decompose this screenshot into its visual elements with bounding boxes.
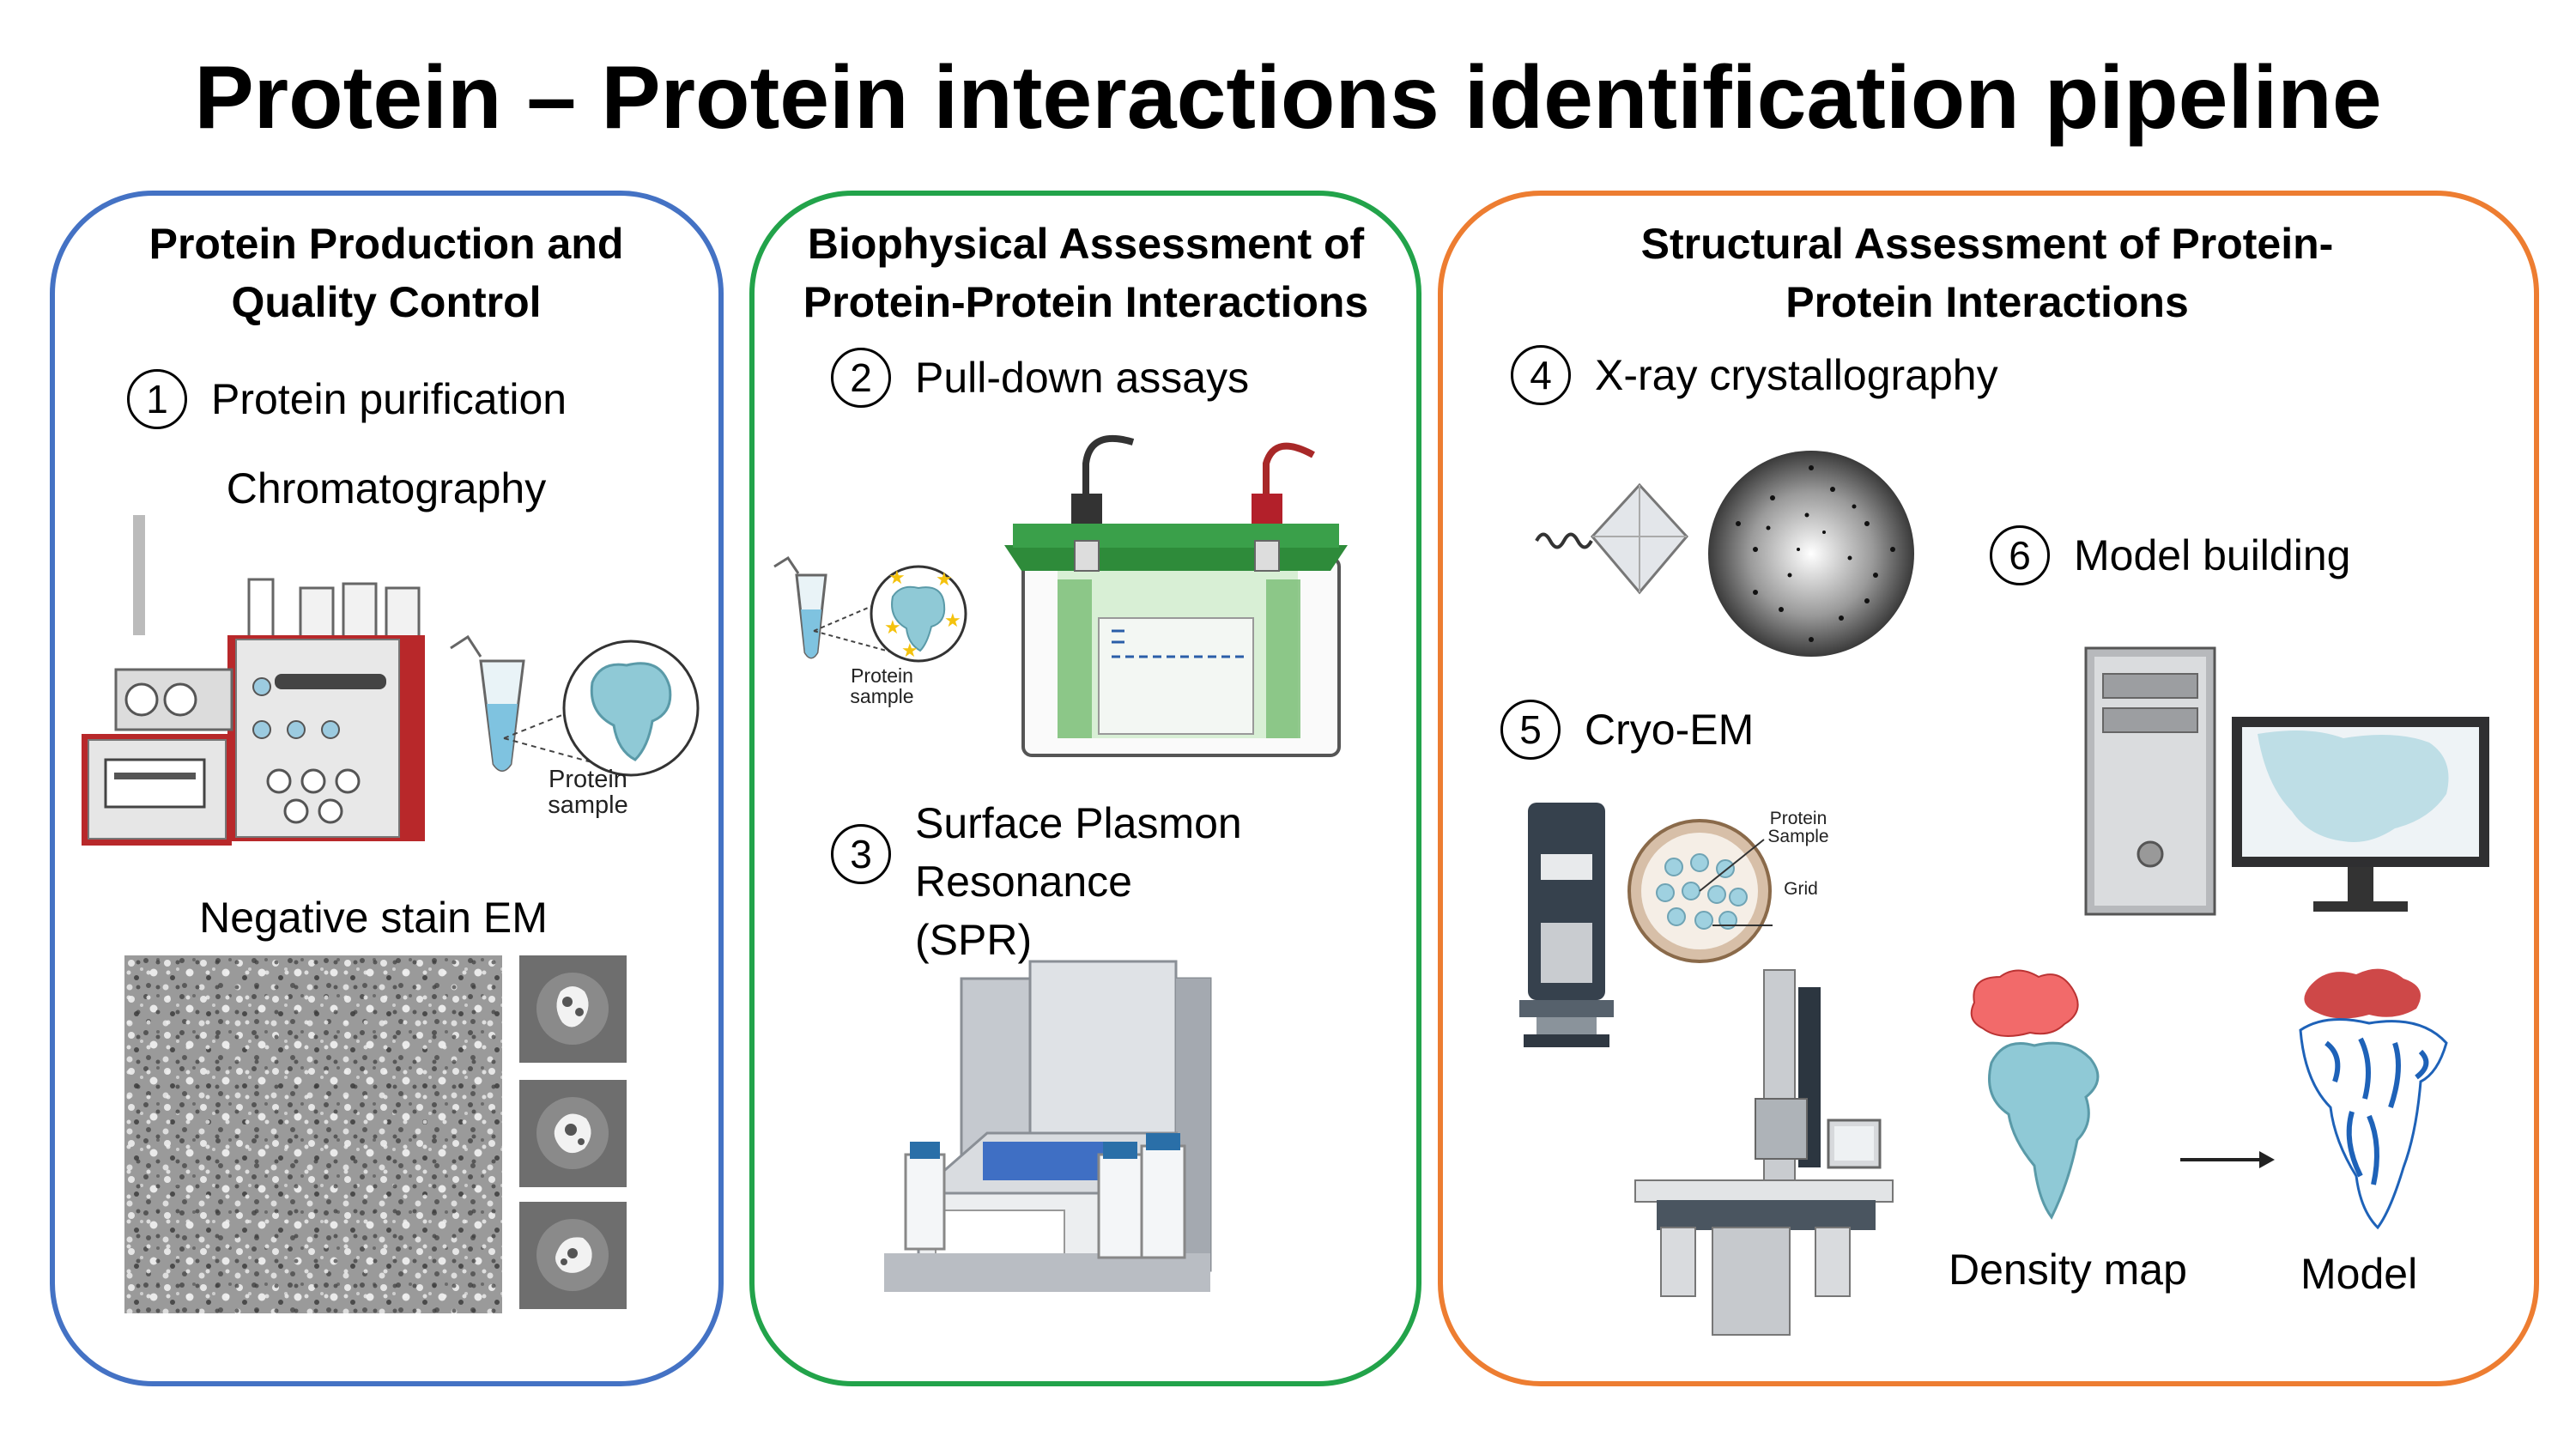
electron-microscope-illustration [1634,969,1894,1336]
step-5: 5 Cryo-EM [1500,700,1754,760]
step-6: 6 Model building [1990,525,2350,585]
svg-text:★: ★ [888,567,906,589]
panel-2-title: Biophysical Assessment of Protein-Protei… [803,220,1369,326]
step-1-number: 1 [127,369,187,429]
spr-instrument-illustration [884,960,1212,1292]
step-4: 4 X-ray crystallography [1511,345,1998,405]
protein-sample-label-1: Protein sample [548,766,628,819]
diffraction-pattern-illustration [1708,451,1914,657]
step-2: 2 Pull-down assays [831,348,1249,408]
pulldown-sample-illustration: ★ ★ ★ ★ ★ [773,555,967,663]
svg-text:★: ★ [901,640,918,662]
em-grid-illustration [1627,819,1773,963]
step-6-label: Model building [2074,531,2351,579]
model-label: Model [2300,1250,2418,1298]
step-5-number: 5 [1500,700,1561,760]
svg-text:★: ★ [884,617,901,639]
step-6-number: 6 [1990,525,2050,585]
step-4-label: X-ray crystallography [1595,351,1998,399]
protein-sample-label-2: Protein sample [850,664,914,707]
class-average-3 [519,1202,627,1309]
gel-electrophoresis-illustration [1004,434,1348,757]
protein-sample-tube-illustration [450,634,700,777]
class-average-2 [519,1080,627,1187]
negative-stain-em-label: Negative stain EM [199,894,548,942]
chromatography-system-illustration [82,515,425,846]
grid-protein-sample-label: Protein Sample [1767,809,1829,846]
panel-biophysical-assessment [749,191,1421,1386]
page-title: Protein – Protein interactions identific… [194,48,2382,148]
step-5-label: Cryo-EM [1585,706,1755,754]
chromatography-label: Chromatography [226,464,547,512]
xray-crystal-illustration [1535,482,1688,595]
panel-structural-assessment [1438,191,2539,1386]
step-1: 1 Protein purification [127,369,567,429]
panel-protein-production [50,191,724,1386]
class-average-1 [519,955,627,1063]
step-3-label: Surface Plasmon Resonance (SPR) [915,799,1242,964]
step-2-label: Pull-down assays [915,354,1250,402]
vitrification-device-illustration [1519,803,1614,1047]
step-3: 3 Surface Plasmon Resonance (SPR) [831,794,1258,969]
step-4-number: 4 [1511,345,1571,405]
arrow-head-icon [2259,1151,2275,1168]
step-2-number: 2 [831,348,891,408]
svg-text:★: ★ [944,610,961,632]
step-3-number: 3 [831,824,891,884]
density-map-illustration [1970,969,2100,1220]
arrow-icon [2180,1158,2266,1161]
atomic-model-illustration [2299,968,2448,1230]
svg-text:★: ★ [936,569,953,591]
panel-1-title: Protein Production and Quality Control [148,220,624,326]
negative-stain-micrograph [124,955,502,1313]
panel-3-title: Structural Assessment of Protein-Protein… [1640,220,2334,326]
density-map-label: Density map [1949,1246,2187,1294]
step-1-label: Protein purification [211,375,567,423]
computer-workstation-illustration [2084,646,2489,916]
grid-label: Grid [1784,879,1818,899]
